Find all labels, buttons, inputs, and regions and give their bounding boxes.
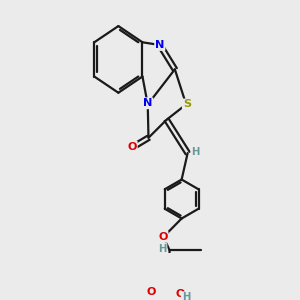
Text: N: N: [155, 40, 164, 50]
Text: O: O: [158, 232, 168, 242]
Text: H: H: [158, 244, 166, 254]
Text: N: N: [143, 98, 152, 108]
Text: H: H: [191, 147, 200, 158]
Text: O: O: [176, 289, 185, 298]
Text: S: S: [183, 99, 191, 110]
Text: O: O: [127, 142, 137, 152]
Text: H: H: [182, 292, 190, 300]
Text: O: O: [147, 287, 156, 297]
